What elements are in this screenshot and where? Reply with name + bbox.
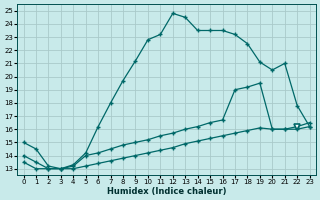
- X-axis label: Humidex (Indice chaleur): Humidex (Indice chaleur): [107, 187, 226, 196]
